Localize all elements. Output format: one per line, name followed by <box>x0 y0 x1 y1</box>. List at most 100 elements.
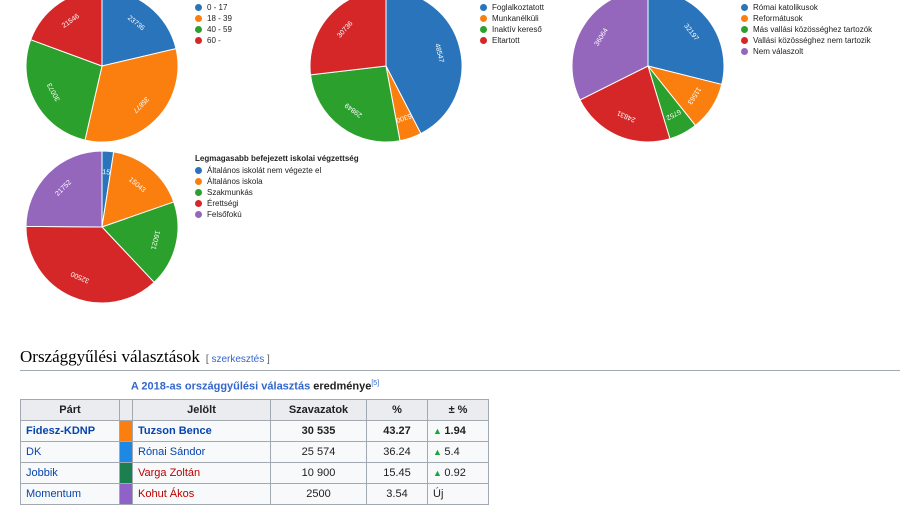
legend-swatch <box>741 26 748 33</box>
pie-slice-label: 48547 <box>433 43 444 64</box>
pie-slice <box>309 0 387 76</box>
pie-slice-label: 16021 <box>149 230 160 251</box>
legend-item: Szakmunkás <box>195 187 359 198</box>
legend-label: Érettségi <box>207 199 239 208</box>
caption-reference[interactable]: [5] <box>371 380 380 387</box>
party-color <box>119 483 133 505</box>
candidate-link[interactable]: Kohut Ákos <box>132 483 271 505</box>
legend-item: Felsőfokú <box>195 209 359 220</box>
pie-slice-label: 5300 <box>395 112 412 124</box>
change-cell: Új <box>427 483 489 505</box>
legend-swatch <box>195 200 202 207</box>
header-party: Párt <box>20 399 120 421</box>
table-row: Momentum Kohut Ákos 2500 3.54 Új <box>20 483 489 505</box>
legend-item: Reformátusok <box>741 13 872 24</box>
legend-label: Római katolikusok <box>753 3 818 12</box>
votes-cell: 25 574 <box>270 441 367 463</box>
party-link[interactable]: DK <box>20 441 120 463</box>
legend-item: Munkanélküli <box>480 13 544 24</box>
pie-slice <box>647 0 725 86</box>
change-value: 1.94 <box>444 425 466 437</box>
legend-item: Általános iskolát nem végezte el <box>195 165 359 176</box>
legend-label: Felsőfokú <box>207 210 242 219</box>
legend-label: Más vallási közösséghez tartozók <box>753 25 873 34</box>
change-cell: ▲ 1.94 <box>427 420 489 442</box>
legend-item: Római katolikusok <box>741 2 872 13</box>
legend-label: Nem válaszolt <box>753 47 804 56</box>
legend-label: 18 - 39 <box>207 14 232 23</box>
legend-label: Általános iskolát nem végezte el <box>207 166 322 175</box>
party-color <box>119 441 133 463</box>
legend-label: Foglalkoztatott <box>492 3 545 12</box>
party-link[interactable]: Fidesz-KDNP <box>20 420 120 442</box>
party-color <box>119 462 133 484</box>
percent-cell: 43.27 <box>366 420 428 442</box>
change-cell: ▲ 5.4 <box>427 441 489 463</box>
change-cell: ▲ 0.92 <box>427 462 489 484</box>
legend-item: Nem válaszolt <box>741 46 872 57</box>
up-arrow-icon: ▲ <box>433 468 445 478</box>
legend-label: Eltartott <box>492 36 520 45</box>
legend-swatch <box>195 15 202 22</box>
candidate-link[interactable]: Tuzson Bence <box>132 420 271 442</box>
up-arrow-icon: ▲ <box>433 426 445 436</box>
legend-religion: Római katolikusok Reformátusok Más vallási… <box>741 2 872 57</box>
percent-cell: 36.24 <box>366 441 428 463</box>
legend-label: Szakmunkás <box>207 188 253 197</box>
legend-item: 18 - 39 <box>195 13 232 24</box>
header-candidate: Jelölt <box>132 399 271 421</box>
legend-item: 40 - 59 <box>195 24 232 35</box>
table-row: Fidesz-KDNP Tuzson Bence 30 535 43.27 ▲ 1.94 <box>20 420 489 442</box>
pie-slice <box>30 0 103 67</box>
pie-slice <box>101 201 179 284</box>
legend-age: 0 - 17 18 - 39 40 - 59 60 - <box>195 2 232 46</box>
votes-cell: 2500 <box>270 483 367 505</box>
change-value: 5.4 <box>444 446 460 458</box>
pie-slice <box>25 150 103 228</box>
legend-swatch <box>195 4 202 11</box>
legend-label: 40 - 59 <box>207 25 232 34</box>
legend-swatch <box>480 15 487 22</box>
caption-post: eredménye <box>310 380 372 393</box>
legend-label: 0 - 17 <box>207 3 228 12</box>
table-row: Jobbik Varga Zoltán 10 900 15.45 ▲ 0.92 <box>20 462 489 484</box>
table-caption: A 2018-as országgyűlési választás eredmé… <box>20 380 490 393</box>
legend-swatch <box>741 37 748 44</box>
pie-slice-label: 2150 <box>98 169 114 177</box>
caption-link[interactable]: országgyűlési választás <box>184 380 311 393</box>
section-edit: [ szerkesztés ] <box>205 354 270 365</box>
pie-slice <box>309 65 401 143</box>
pie-slice <box>84 48 179 143</box>
legend-swatch <box>480 26 487 33</box>
pie-slice <box>25 225 155 304</box>
party-link[interactable]: Jobbik <box>20 462 120 484</box>
legend-item: Általános iskola <box>195 176 359 187</box>
legend-swatch <box>195 189 202 196</box>
pie-slice <box>385 0 463 135</box>
votes-cell: 10 900 <box>270 462 367 484</box>
pie-slice <box>25 39 103 141</box>
section-divider <box>20 370 900 371</box>
legend-swatch <box>195 167 202 174</box>
legend-swatch <box>741 4 748 11</box>
header-row: Párt Jelölt Szavazatok % ± % <box>20 399 489 421</box>
edit-link[interactable]: szerkesztés <box>211 354 265 365</box>
legend-swatch <box>741 15 748 22</box>
candidate-link[interactable]: Rónai Sándor <box>132 441 271 463</box>
section-heading: Országgyűlési választások [ szerkesztés ] <box>20 347 270 367</box>
legend-swatch <box>195 178 202 185</box>
party-link[interactable]: Momentum <box>20 483 120 505</box>
legend-swatch <box>195 26 202 33</box>
legend-label: Inaktív kereső <box>492 25 542 34</box>
legend-item: Eltartott <box>480 35 544 46</box>
legend-education: Legmagasabb befejezett iskolai végzettsé… <box>195 154 359 220</box>
pie-slice <box>571 0 649 101</box>
legend-swatch <box>195 37 202 44</box>
percent-cell: 3.54 <box>366 483 428 505</box>
party-color <box>119 420 133 442</box>
legend-swatch <box>741 48 748 55</box>
candidate-link[interactable]: Varga Zoltán <box>132 462 271 484</box>
